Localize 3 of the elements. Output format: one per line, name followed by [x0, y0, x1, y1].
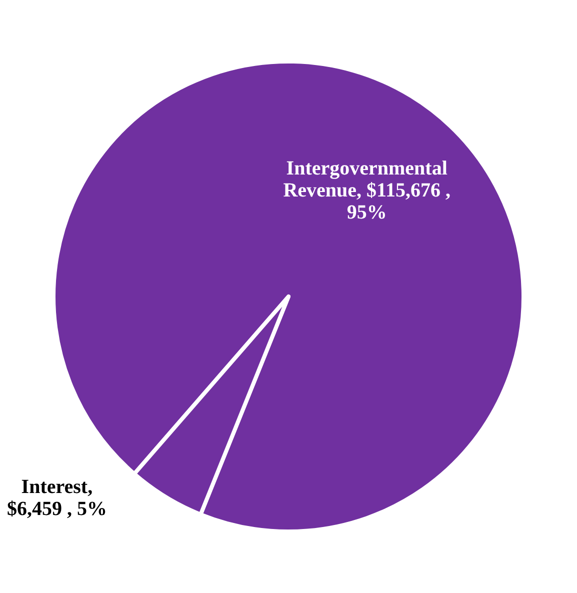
- slice-label: Intergovernmental Revenue, $115,676 , 95%: [283, 158, 450, 224]
- pie-slice: [132, 294, 290, 516]
- slice-label: Interest, $6,459 , 5%: [6, 476, 107, 520]
